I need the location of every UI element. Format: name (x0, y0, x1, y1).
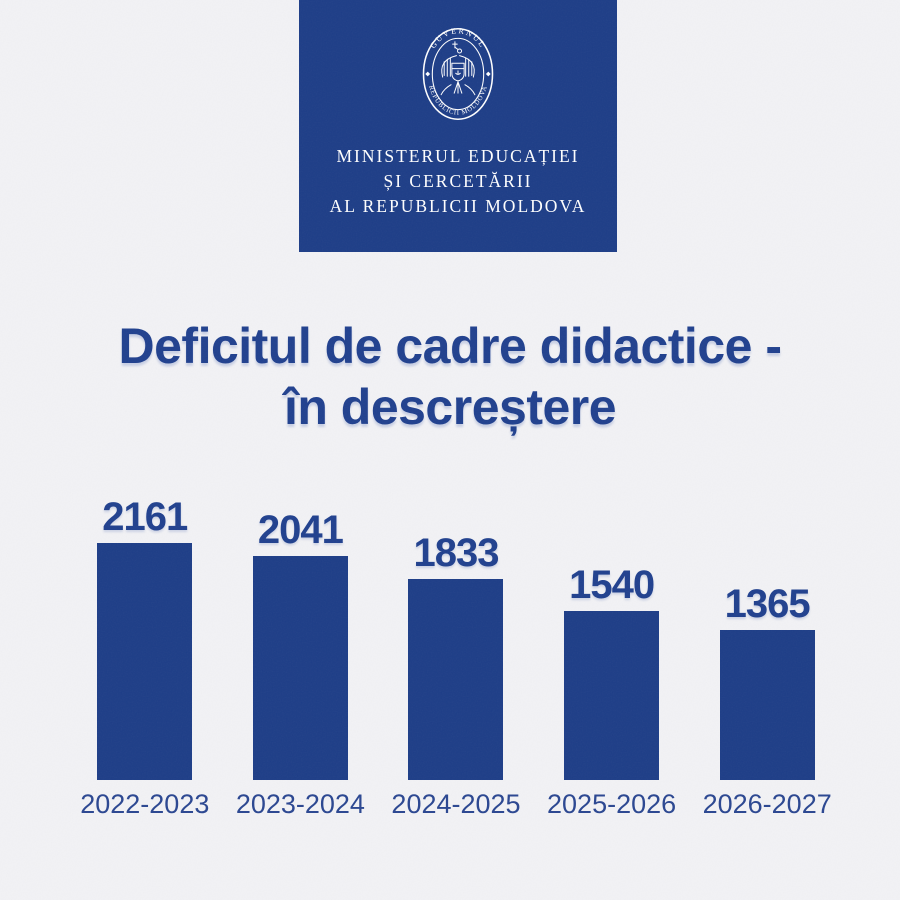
emblem-left-diamond (425, 71, 431, 77)
page-title-line2: în descreștere (283, 379, 617, 435)
bar-value-label: 2041 (257, 508, 344, 552)
category-label: 2024-2025 (391, 789, 521, 819)
bar-value-label: 1365 (724, 582, 811, 626)
category-label: 2026-2027 (702, 789, 832, 819)
chart-column: 1833 2024-2025 (378, 531, 534, 819)
bar-value-label: 1833 (413, 531, 499, 575)
ministry-name-line3: AL REPUBLICII MOLDOVA (329, 196, 587, 216)
chart-column: 2161 2022-2023 (67, 495, 223, 819)
category-label: 2022-2023 (80, 789, 210, 819)
ministry-name: MINISTERUL EDUCAȚIEI ȘI CERCETĂRII AL RE… (330, 144, 587, 219)
bar-chart: 2161 2022-2023 2041 2023-2024 1833 2024-2025 1… (67, 480, 845, 819)
chart-column: 1365 2026-2027 (689, 582, 845, 819)
emblem-right-diamond (485, 71, 491, 77)
bar (564, 611, 660, 780)
moldova-government-emblem-icon: GUVERNUL REPUBLICII MOLDOVA (422, 26, 494, 120)
emblem-eagle-coat-of-arms (440, 41, 476, 96)
bar (408, 579, 504, 780)
bar-value-label: 1540 (569, 563, 655, 607)
chart-column: 1540 2025-2026 (534, 563, 690, 819)
page-title: Deficitul de cadre didactice - în descre… (0, 316, 900, 438)
bar (719, 630, 815, 780)
bar (252, 556, 348, 780)
chart-column: 2041 2023-2024 (223, 508, 379, 819)
ministry-name-line1: MINISTERUL EDUCAȚIEI (336, 146, 580, 166)
ministry-name-line2: ȘI CERCETĂRII (383, 171, 533, 191)
bar-value-label: 2161 (102, 495, 188, 539)
category-label: 2023-2024 (235, 789, 365, 819)
category-label: 2025-2026 (547, 789, 677, 819)
bar (97, 543, 193, 780)
ministry-header-card: GUVERNUL REPUBLICII MOLDOVA MI (299, 0, 617, 252)
page-title-line1: Deficitul de cadre didactice - (118, 318, 782, 374)
